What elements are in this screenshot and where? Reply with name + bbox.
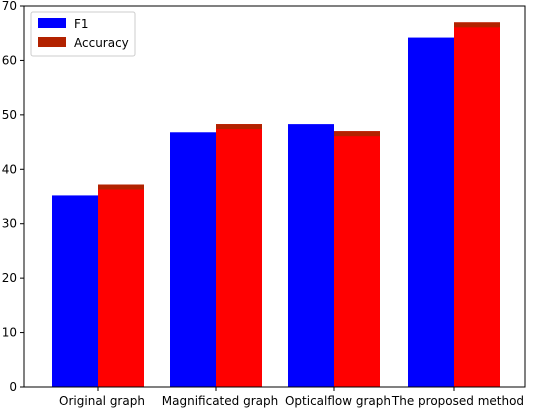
y-tick-label-60: 60 <box>2 53 17 67</box>
y-tick-label-40: 40 <box>2 162 17 176</box>
x-tick-label-1: Original graph <box>59 394 145 408</box>
y-tick-label-20: 20 <box>2 271 17 285</box>
y-tick-label-10: 10 <box>2 326 17 340</box>
bar-accuracy-4 <box>454 22 500 387</box>
legend-label-f1: F1 <box>74 17 89 31</box>
legend-swatch-accuracy <box>38 37 66 47</box>
bar-f1-3 <box>288 124 334 388</box>
axes-layer: 0 10 20 30 40 50 60 70 Original graph Magnificate… <box>2 0 526 408</box>
x-tick-label-2: Magnificated graph <box>162 394 278 408</box>
bar-accuracy-1 <box>98 184 144 387</box>
x-tick-label-3: Opticalflow graph <box>285 394 391 408</box>
bar-accuracy-3 <box>334 131 380 387</box>
plot-frame <box>23 5 526 388</box>
bar-f1-1 <box>52 195 98 387</box>
bars-layer <box>52 22 500 388</box>
legend-swatch-f1 <box>38 18 66 28</box>
bar-cap-accuracy-1 <box>98 184 144 190</box>
bar-cap-accuracy-3 <box>334 131 380 137</box>
y-tick-label-70: 70 <box>2 0 17 13</box>
bar-f1-4 <box>408 37 454 387</box>
legend-label-accuracy: Accuracy <box>74 36 129 50</box>
y-tick-label-0: 0 <box>9 380 17 394</box>
x-tick-label-4: The proposed method <box>391 394 524 408</box>
bar-f1-2 <box>170 132 216 387</box>
y-tick-label-30: 30 <box>2 217 17 231</box>
bar-accuracy-2 <box>216 124 262 388</box>
y-tick-label-50: 50 <box>2 108 17 122</box>
legend: F1 Accuracy <box>30 11 136 57</box>
bar-cap-accuracy-2 <box>216 124 262 130</box>
bar-cap-accuracy-4 <box>454 22 500 28</box>
